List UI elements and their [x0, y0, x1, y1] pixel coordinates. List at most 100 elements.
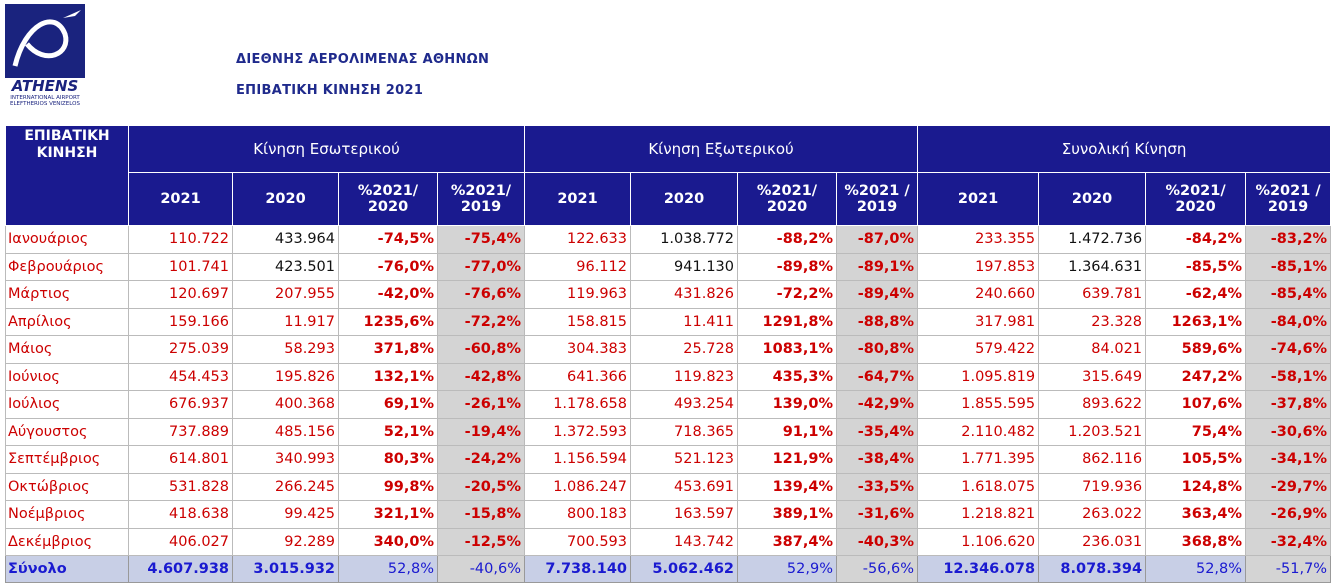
column-header: 2021 — [917, 172, 1040, 226]
cell: 99,8% — [338, 472, 438, 501]
month-label: Απρίλιος — [5, 307, 129, 336]
cell: -62,4% — [1145, 280, 1247, 309]
cell: -72,2% — [737, 280, 837, 309]
cell: 99.425 — [232, 500, 339, 529]
month-label: Σεπτέμβριος — [5, 445, 129, 474]
column-header: %2021/ 2020 — [737, 172, 837, 226]
total-label: Σύνολο — [5, 555, 129, 583]
cell: 1.095.819 — [917, 362, 1040, 391]
cell: 233.355 — [917, 225, 1040, 254]
cell: 163.597 — [630, 500, 738, 529]
cell: -80,8% — [835, 335, 919, 364]
cell: 58.293 — [232, 335, 339, 364]
cell: 105,5% — [1145, 445, 1247, 474]
logo: ATHENS INTERNATIONAL AIRPORT ELEFTHERIOS… — [5, 4, 85, 107]
cell: 124,8% — [1145, 472, 1247, 501]
cell: 718.365 — [630, 417, 738, 446]
cell: 132,1% — [338, 362, 438, 391]
total-cell: 7.738.140 — [524, 555, 631, 583]
data-row: Ιούνιος 454.453 195.826 132,1% -42,8% 641.366… — [5, 362, 1332, 391]
cell: 893.622 — [1038, 390, 1147, 419]
total-cell: -40,6% — [437, 555, 525, 583]
cell: -76,6% — [437, 280, 525, 309]
cell: 263.022 — [1038, 500, 1147, 529]
cell: 1.364.631 — [1038, 252, 1147, 281]
cell: 1.156.594 — [524, 445, 631, 474]
logo-line: INTERNATIONAL AIRPORT — [10, 95, 80, 101]
month-label: Νοέμβριος — [5, 500, 129, 529]
cell: 800.183 — [524, 500, 631, 529]
data-row: Ιανουάριος 110.722 433.964 -74,5% -75,4% 122.… — [5, 225, 1332, 254]
cell: -89,8% — [737, 252, 837, 281]
cell: -84,2% — [1145, 225, 1247, 254]
total-cell: 4.607.938 — [128, 555, 233, 583]
cell: -24,2% — [437, 445, 525, 474]
cell: 1.855.595 — [917, 390, 1040, 419]
logo-name: ATHENS — [11, 77, 79, 95]
cell: 639.781 — [1038, 280, 1147, 309]
cell: -88,2% — [737, 225, 837, 254]
cell: 614.801 — [128, 445, 233, 474]
month-label: Μάιος — [5, 335, 129, 364]
total-cell: 52,8% — [1145, 555, 1247, 583]
column-header: %2021 / 2019 — [1245, 172, 1332, 226]
cell: 1.203.521 — [1038, 417, 1147, 446]
cell: 400.368 — [232, 390, 339, 419]
cell: -42,9% — [835, 390, 919, 419]
cell: -20,5% — [437, 472, 525, 501]
cell: 119.823 — [630, 362, 738, 391]
cell: -72,2% — [437, 307, 525, 336]
month-label: Ιανουάριος — [5, 225, 129, 254]
data-row: Φεβρουάριος 101.741 423.501 -76,0% -77,0% 96.… — [5, 252, 1332, 281]
column-header: 2021 — [128, 172, 233, 226]
cell: 84.021 — [1038, 335, 1147, 364]
cell: 240.660 — [917, 280, 1040, 309]
cell: 92.289 — [232, 527, 339, 556]
cell: 195.826 — [232, 362, 339, 391]
cell: 363,4% — [1145, 500, 1247, 529]
cell: 406.027 — [128, 527, 233, 556]
group-header: Συνολική Κίνηση — [917, 125, 1332, 173]
cell: 122.633 — [524, 225, 631, 254]
cell: -34,1% — [1245, 445, 1332, 474]
cell: 247,2% — [1145, 362, 1247, 391]
subtitle: ΕΠΙΒΑΤΙΚΗ ΚΙΝΗΣΗ 2021 — [236, 83, 424, 98]
cell: -77,0% — [437, 252, 525, 281]
cell: -75,4% — [437, 225, 525, 254]
cell: -26,1% — [437, 390, 525, 419]
title: ΔΙΕΘΝΗΣ ΑΕΡΟΛΙΜΕΝΑΣ ΑΘΗΝΩΝ — [236, 52, 490, 67]
cell: 207.955 — [232, 280, 339, 309]
cell: -60,8% — [437, 335, 525, 364]
cell: 1083,1% — [737, 335, 837, 364]
cell: 96.112 — [524, 252, 631, 281]
traffic-table: ΕΠΙΒΑΤΙΚΗ ΚΙΝΗΣΗ Κίνηση Εσωτερικού Κίνηση … — [5, 125, 1332, 583]
cell: 321,1% — [338, 500, 438, 529]
cell: 589,6% — [1145, 335, 1247, 364]
month-label: Ιούνιος — [5, 362, 129, 391]
cell: 1.086.247 — [524, 472, 631, 501]
cell: -85,5% — [1145, 252, 1247, 281]
data-row: Απρίλιος 159.166 11.917 1235,6% -72,2% 158.81… — [5, 307, 1332, 336]
total-cell: 52,8% — [338, 555, 438, 583]
data-row: Μάιος 275.039 58.293 371,8% -60,8% 304.383 25.… — [5, 335, 1332, 364]
column-header: 2021 — [524, 172, 631, 226]
cell: 317.981 — [917, 307, 1040, 336]
cell: 485.156 — [232, 417, 339, 446]
cell: -84,0% — [1245, 307, 1332, 336]
cell: -19,4% — [437, 417, 525, 446]
cell: -30,6% — [1245, 417, 1332, 446]
total-row: Σύνολο 4.607.938 3.015.932 52,8% -40,6% 7.738… — [5, 555, 1332, 583]
data-row: Αύγουστος 737.889 485.156 52,1% -19,4% 1.372.… — [5, 417, 1332, 446]
cell: 23.328 — [1038, 307, 1147, 336]
cell: -76,0% — [338, 252, 438, 281]
cell: -35,4% — [835, 417, 919, 446]
month-label: Οκτώβριος — [5, 472, 129, 501]
group-header: Κίνηση Εξωτερικού — [523, 125, 919, 173]
cell: 453.691 — [630, 472, 738, 501]
month-label: Μάρτιος — [5, 280, 129, 309]
cell: 700.593 — [524, 527, 631, 556]
cell: 1291,8% — [737, 307, 837, 336]
cell: 641.366 — [524, 362, 631, 391]
cell: 1.106.620 — [917, 527, 1040, 556]
total-cell: -51,7% — [1245, 555, 1332, 583]
